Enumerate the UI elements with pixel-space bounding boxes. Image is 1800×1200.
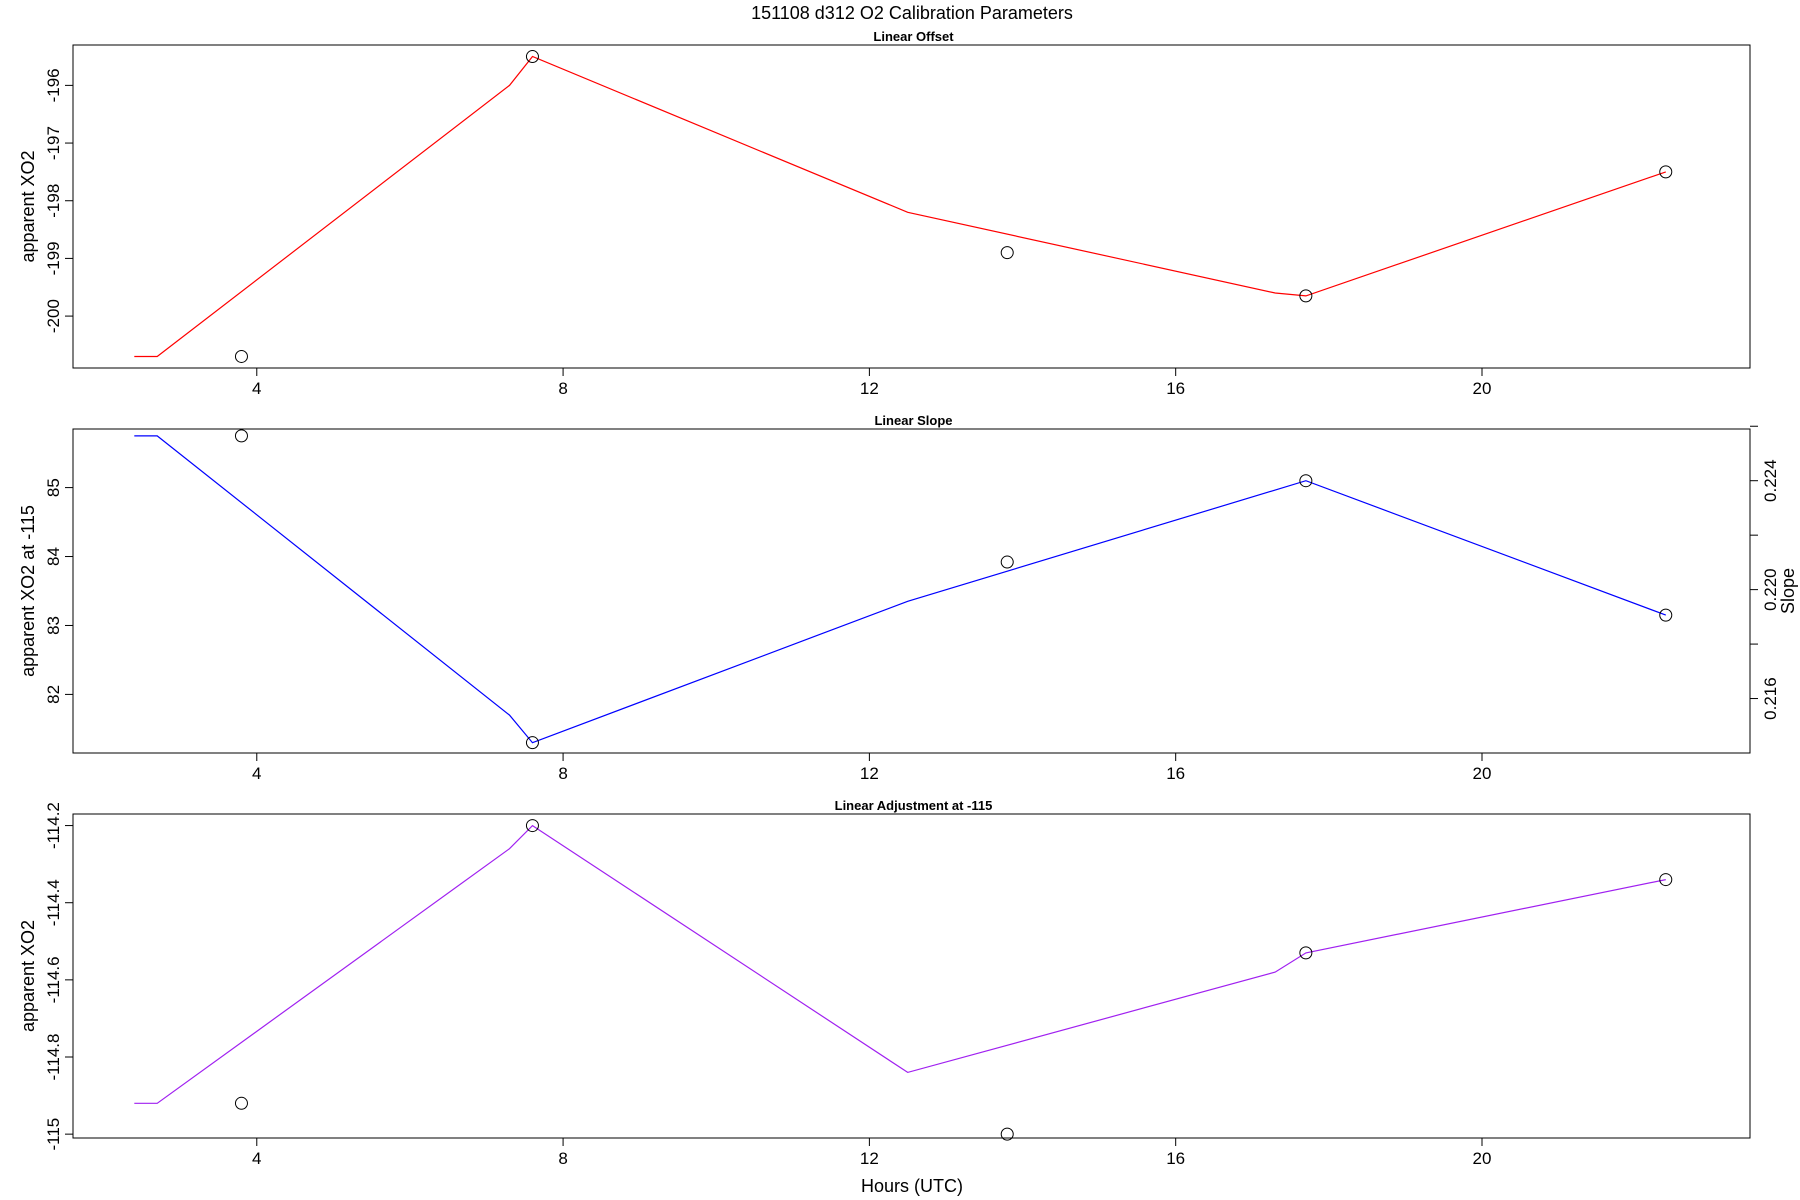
fit-line xyxy=(134,55,1666,358)
x-tick-label: 8 xyxy=(558,1149,567,1168)
x-tick-label: 16 xyxy=(1166,379,1185,398)
data-point xyxy=(525,50,539,64)
data-point xyxy=(1299,474,1313,488)
y-right-axis-label: Slope xyxy=(1778,568,1798,614)
panel-title: Linear Slope xyxy=(874,413,952,428)
panel-linear-slope: Linear Slope 4 8 12 16 20 82 83 84 85 apparent XO2… xyxy=(18,413,1798,783)
data-point xyxy=(1000,246,1014,260)
fit-line xyxy=(134,435,1667,744)
x-tick-label: 4 xyxy=(252,1149,261,1168)
x-tick-label: 8 xyxy=(558,379,567,398)
figure-title: 151108 d312 O2 Calibration Parameters xyxy=(751,3,1073,23)
y-right-tick-label: 0.224 xyxy=(1761,459,1780,502)
panel-linear-offset: Linear Offset 4 8 12 16 20 -200 -199 -198 -197 -19… xyxy=(18,29,1751,398)
x-tick-label: 8 xyxy=(558,764,567,783)
data-point xyxy=(1299,946,1313,960)
y-tick-label: -199 xyxy=(44,241,63,275)
x-tick-label: 20 xyxy=(1473,1149,1492,1168)
y-tick-label: -114.8 xyxy=(44,1034,63,1081)
plot-frame xyxy=(72,428,1751,754)
data-point xyxy=(1000,1127,1014,1141)
x-tick-label: 16 xyxy=(1166,1149,1185,1168)
y-tick-label: -196 xyxy=(44,68,63,102)
y-tick-label: -114.2 xyxy=(44,802,63,849)
y-tick-label: -200 xyxy=(44,299,63,333)
x-tick-label: 20 xyxy=(1473,764,1492,783)
plot-frame xyxy=(72,813,1751,1139)
y-tick-label: 82 xyxy=(44,685,63,704)
y-right-tick-label: 0.216 xyxy=(1761,677,1780,720)
y-tick-label: 85 xyxy=(44,478,63,497)
y-tick-label: -115 xyxy=(44,1118,63,1151)
y-axis-label: apparent XO2 xyxy=(18,150,38,262)
data-point xyxy=(234,1096,248,1110)
x-tick-label: 12 xyxy=(860,1149,879,1168)
data-point xyxy=(1659,165,1673,179)
y-axis-label: apparent XO2 at -115 xyxy=(18,505,38,677)
data-point xyxy=(1659,873,1673,887)
x-tick-label: 12 xyxy=(860,764,879,783)
data-point xyxy=(1659,608,1673,622)
plot-frame xyxy=(72,44,1751,369)
y-tick-label: -198 xyxy=(44,184,63,218)
x-tick-label: 4 xyxy=(252,764,261,783)
y-tick-label: 84 xyxy=(44,547,63,566)
y-tick-label: -114.6 xyxy=(44,956,63,1003)
x-tick-label: 12 xyxy=(860,379,879,398)
x-tick-label: 4 xyxy=(252,379,261,398)
x-axis-label: Hours (UTC) xyxy=(861,1176,963,1196)
x-tick-label: 16 xyxy=(1166,764,1185,783)
panel-title: Linear Offset xyxy=(873,29,954,44)
data-point xyxy=(234,429,248,443)
data-point xyxy=(525,736,539,750)
x-tick-label: 20 xyxy=(1473,379,1492,398)
y-tick-label: -114.4 xyxy=(44,879,63,926)
data-point xyxy=(1299,289,1313,303)
y-tick-label: 83 xyxy=(44,616,63,635)
y-axis-label: apparent XO2 xyxy=(18,920,38,1032)
data-point xyxy=(234,349,248,363)
y-right-tick-label: 0.220 xyxy=(1761,568,1780,611)
y-tick-label: -197 xyxy=(44,126,63,160)
panel-title: Linear Adjustment at -115 xyxy=(835,798,993,813)
data-point xyxy=(1000,555,1014,569)
data-point xyxy=(525,819,539,833)
panel-linear-adjustment: Linear Adjustment at -115 4 8 12 16 20 -115 -11… xyxy=(18,798,1751,1168)
